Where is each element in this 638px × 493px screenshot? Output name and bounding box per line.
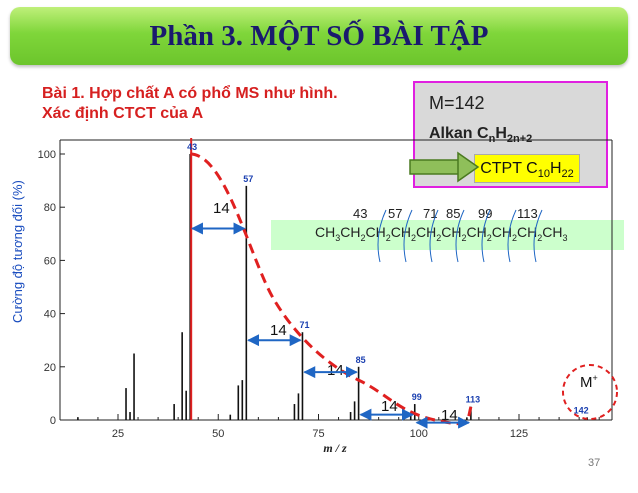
chain-group: CH xyxy=(542,224,563,240)
y-tick-label: 0 xyxy=(50,415,56,427)
peak-label-71: 71 xyxy=(299,320,309,330)
exercise-line-2: Xác định CTCT của A xyxy=(42,105,204,122)
molecular-ion-label: M+ xyxy=(580,373,598,391)
plot-frame xyxy=(59,139,613,421)
page-number: 37 xyxy=(588,457,601,469)
chain-group: CH xyxy=(315,224,336,240)
fragment-label-71: 71 xyxy=(423,206,438,221)
title-bar xyxy=(10,7,628,65)
fragment-label-57: 57 xyxy=(388,206,403,221)
dashed-curve xyxy=(189,152,473,426)
peak-label-43: 43 xyxy=(187,142,197,152)
cleavage-line xyxy=(403,209,413,263)
y-tick-label: 100 xyxy=(38,149,56,161)
alkane-prefix: Alkan C xyxy=(429,125,489,142)
chain-subscript: 3 xyxy=(562,232,568,243)
ctpt-h-count: 22 xyxy=(561,168,574,181)
fragment-label-99: 99 xyxy=(478,206,493,221)
molar-mass: M=142 xyxy=(429,93,485,113)
chain-group: CH xyxy=(340,224,361,240)
ctpt-h: H xyxy=(549,160,562,177)
cleavage-line xyxy=(481,209,491,263)
chain-group: CH xyxy=(517,224,538,240)
chain-subscript: 2 xyxy=(511,232,517,243)
cleavage-line xyxy=(455,209,465,263)
molecular-ion-charge: + xyxy=(592,373,598,383)
arrow-body xyxy=(409,159,461,175)
fragmentation-curve xyxy=(189,152,473,426)
x-tick-label: 75 xyxy=(312,428,324,440)
exercise-text: Bài 1. Hợp chất A có phổ MS như hình. Xá… xyxy=(42,84,338,124)
arrow-head xyxy=(457,151,480,183)
chain-subscript: 2 xyxy=(461,232,467,243)
y-tick-label: 20 xyxy=(44,362,56,374)
y-tick-label: 60 xyxy=(44,255,56,267)
x-tick-label: 100 xyxy=(410,428,428,440)
cleavage-line xyxy=(507,209,517,263)
chain-group: CH xyxy=(416,224,437,240)
mass-diff-label: 14 xyxy=(213,200,230,217)
molecular-ion-symbol: M xyxy=(580,374,593,391)
x-axis-label: m / z xyxy=(323,441,347,455)
ctpt-prefix: CTPT C xyxy=(480,160,538,177)
x-tick-label: 25 xyxy=(112,428,124,440)
chain-subscript: 2 xyxy=(360,232,366,243)
chain-group: CH xyxy=(466,224,487,240)
chain-subscript: 2 xyxy=(486,232,492,243)
exercise-line-1: Bài 1. Hợp chất A có phổ MS như hình. xyxy=(42,85,338,102)
peak-label-142: 142 xyxy=(574,405,589,415)
molecular-ion-circle xyxy=(562,364,618,420)
peak-label-99: 99 xyxy=(412,392,422,402)
chain-subscript: 2 xyxy=(385,232,391,243)
chain-subscript: 2 xyxy=(537,232,543,243)
ctpt-c-count: 10 xyxy=(537,168,550,181)
chain-group: CH xyxy=(365,224,386,240)
chain-subscript: 2 xyxy=(436,232,442,243)
chain-subscript: 3 xyxy=(335,232,341,243)
alkane-sub: 2n+2 xyxy=(506,133,533,146)
alkane-h: H xyxy=(495,125,507,142)
cleavage-line xyxy=(377,209,387,263)
cleavage-line xyxy=(533,209,543,263)
y-tick-label: 80 xyxy=(44,202,56,214)
alkane-n: n xyxy=(488,133,496,146)
peak-label-57: 57 xyxy=(243,174,253,184)
annotations xyxy=(190,138,618,429)
peak-label-85: 85 xyxy=(356,355,366,365)
y-tick-label: 40 xyxy=(44,309,56,321)
chain-group: CH xyxy=(491,224,512,240)
chain-highlight xyxy=(271,220,624,250)
fragment-label-113: 113 xyxy=(517,206,538,221)
spectrum-peaks xyxy=(77,154,588,420)
peak-label-113: 113 xyxy=(466,395,481,405)
axis-text: 0 20 40 60 80 100 25 50 75 100 125 m / z 43 57 71 85 99 1… xyxy=(38,142,589,455)
chain-subscript: 2 xyxy=(410,232,416,243)
fragment-label-43: 43 xyxy=(353,206,368,221)
alkane-formula: Alkan CnH2n+2 xyxy=(429,125,532,145)
x-tick-label: 125 xyxy=(510,428,528,440)
cleavage-line xyxy=(429,209,439,263)
slide-title: Phần 3. MỘT SỐ BÀI TẬP xyxy=(149,20,489,52)
x-tick-label: 50 xyxy=(212,428,224,440)
molecular-formula-box: CTPT C10H22 xyxy=(474,154,580,183)
fragment-label-85: 85 xyxy=(446,206,461,221)
